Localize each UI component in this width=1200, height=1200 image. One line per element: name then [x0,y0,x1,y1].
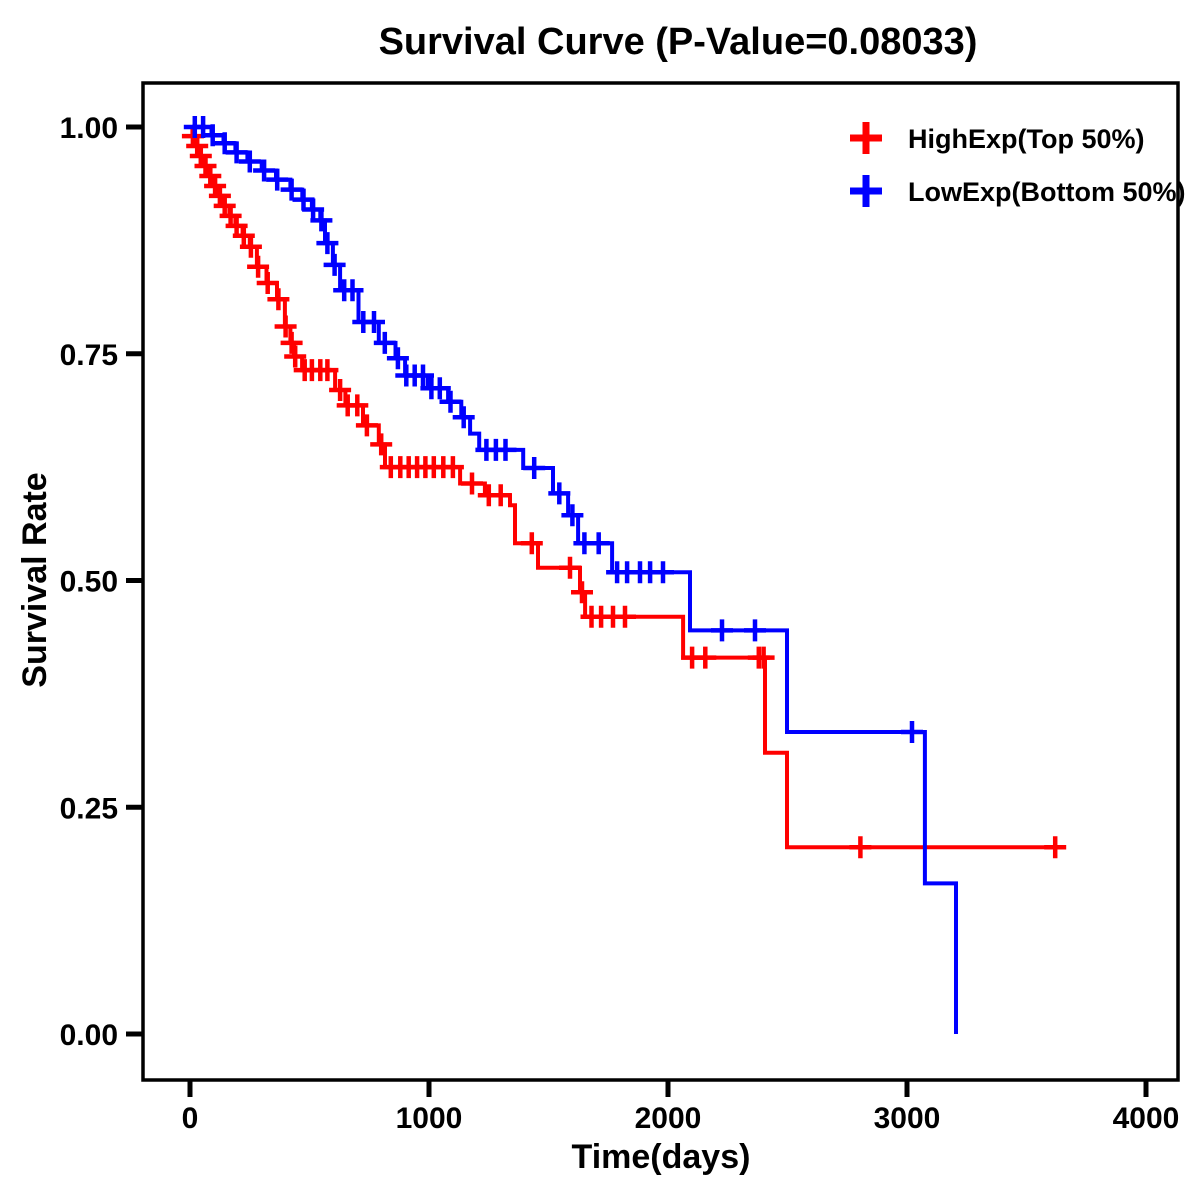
y-axis-title: Survival Rate [16,472,54,687]
censor-mark [267,288,290,311]
plot-frame [141,81,1180,1082]
censor-mark [256,272,279,294]
y-tick-label: 1.00 [60,112,118,145]
censor-mark [194,155,217,177]
x-tick-label: 2000 [635,1102,702,1135]
censor-mark [355,414,378,437]
censor-mark [213,132,236,155]
censor-mark [1044,836,1067,859]
legend-label-lowexp: LowExp(Bottom 50%) [908,177,1186,207]
censor-mark [316,232,339,255]
censor-mark [292,188,315,211]
survival-curves [181,116,1067,1034]
censor-mark [439,390,462,413]
censor-mark [901,721,923,743]
censor-mark [329,379,352,401]
censor-mark [752,646,775,669]
censor-mark [711,619,733,642]
y-tick-label: 0.50 [60,566,118,599]
y-tick-label: 0.75 [60,339,118,372]
censor-mark [461,472,483,495]
censor-mark [849,836,872,859]
censor-mark [523,457,546,479]
censor-mark [386,347,409,370]
x-tick-label: 4000 [1113,1102,1180,1135]
censor-mark [489,484,512,507]
censor-mark [373,331,396,354]
chart-title: Survival Curve (P-Value=0.08033) [379,21,978,63]
censor-mark [189,145,212,167]
axis-ticks: 0 1000 2000 3000 4000 0.00 0.25 0.50 0.75 1.00 [60,112,1180,1135]
censor-mark [280,178,303,201]
km-curve-lowexp [190,125,958,1034]
censor-mark [247,255,270,278]
censor-mark [280,331,303,354]
x-tick-label: 3000 [874,1102,941,1135]
censor-mark [559,556,581,579]
censor-mark [266,168,289,191]
censor-mark [253,159,276,182]
legend-marker-lowexp [850,175,882,207]
legend-marker-highexp [850,122,882,154]
censor-mark [744,619,766,642]
censor-mark [363,311,385,333]
y-tick-label: 0.25 [60,792,118,825]
censor-mark [561,504,584,527]
censor-mark [225,141,248,164]
censor-mark [199,165,222,187]
censor-marks-highexp [181,125,1067,859]
legend: HighExp(Top 50%) LowExp(Bottom 50%) [850,122,1186,207]
y-tick-label: 0.00 [60,1019,118,1052]
censor-mark [186,135,209,157]
censor-mark [614,605,636,628]
censor-mark [310,209,333,232]
censor-mark [316,359,339,382]
censor-mark [346,394,369,417]
censor-mark [520,532,543,555]
censor-mark [323,253,346,276]
censor-mark [341,279,364,302]
legend-label-highexp: HighExp(Top 50%) [908,124,1145,154]
censor-mark [274,315,297,338]
censor-mark [652,561,674,584]
censor-mark [201,124,224,147]
censor-mark [370,433,393,456]
censor-mark [238,150,261,173]
censor-mark [548,482,571,505]
censor-mark [571,581,593,604]
x-tick-label: 0 [182,1102,199,1135]
censor-mark [204,175,227,197]
censor-mark [494,438,517,461]
x-tick-label: 1000 [396,1102,463,1135]
censor-mark [441,456,464,479]
censor-mark [412,364,434,387]
censor-marks-lowexp [183,116,923,743]
censor-mark [452,406,475,429]
censor-mark [284,345,307,368]
censor-mark [208,184,231,207]
censor-mark [587,532,610,555]
km-curve-highexp [190,125,1065,850]
censor-mark [694,646,717,669]
censor-mark [428,377,451,400]
x-axis-title: Time(days) [572,1138,751,1176]
censor-mark [239,235,262,258]
